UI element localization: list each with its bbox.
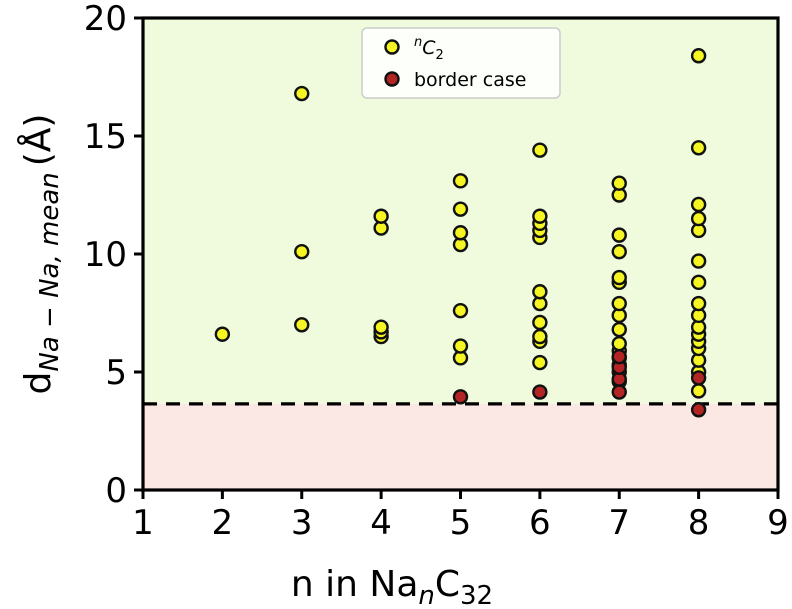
data-point-nc2 (690, 196, 707, 213)
data-point-nc2 (294, 317, 310, 333)
y-tick-label: 15 (84, 117, 127, 157)
data-point-nc2 (611, 269, 627, 286)
data-point-nc2 (532, 208, 548, 224)
x-tick-label: 4 (370, 503, 392, 543)
legend-marker-nc2 (384, 39, 400, 55)
data-point-border-case (611, 348, 627, 365)
x-tick-label: 3 (291, 503, 313, 543)
data-point-nc2 (690, 140, 707, 156)
x-axis-label: n in NanC32 (291, 564, 493, 609)
data-point-nc2 (690, 295, 707, 312)
x-tick-label: 8 (688, 503, 710, 543)
y-tick-label: 0 (105, 471, 127, 511)
region-below-threshold (143, 403, 778, 490)
data-point-nc2 (452, 201, 469, 217)
x-tick-label: 5 (450, 503, 472, 543)
data-point-nc2 (690, 48, 707, 64)
y-tick-label: 5 (105, 353, 127, 393)
data-point-nc2 (452, 338, 469, 354)
x-tick-label: 6 (529, 503, 551, 543)
legend-label-border-case: border case (414, 69, 526, 91)
data-point-nc2 (294, 85, 310, 102)
legend-marker-border-case (384, 71, 400, 87)
x-tick-label: 7 (608, 503, 630, 543)
data-point-nc2 (452, 173, 469, 189)
data-point-nc2 (611, 321, 627, 338)
data-point-nc2 (611, 175, 627, 191)
data-point-nc2 (611, 227, 627, 243)
data-point-border-case (611, 384, 627, 400)
data-point-nc2 (532, 284, 548, 300)
data-point-nc2 (452, 225, 469, 241)
data-point-nc2 (690, 210, 707, 227)
data-point-nc2 (611, 243, 627, 260)
x-tick-label: 9 (767, 503, 789, 543)
data-point-nc2 (532, 328, 548, 345)
data-point-nc2 (452, 302, 469, 319)
y-axis-label: dNa − Na, mean(Å) (16, 114, 65, 395)
legend-box (361, 27, 561, 99)
data-point-nc2 (294, 243, 310, 260)
legend-label-nc2: nC2 (414, 35, 444, 63)
data-point-nc2 (532, 142, 548, 158)
y-tick-label: 10 (84, 235, 127, 275)
x-tick-label: 1 (132, 503, 154, 543)
data-point-nc2 (214, 326, 231, 342)
x-tick-label: 2 (212, 503, 234, 543)
data-point-nc2 (532, 354, 548, 371)
data-point-nc2 (690, 253, 707, 269)
data-point-nc2 (611, 335, 627, 352)
data-point-border-case (690, 370, 707, 386)
data-point-nc2 (373, 319, 389, 335)
data-point-border-case (532, 384, 548, 400)
data-point-border-case (452, 389, 469, 405)
data-point-nc2 (611, 295, 627, 312)
y-tick-label: 20 (84, 0, 127, 39)
data-point-nc2 (373, 208, 389, 224)
data-point-nc2 (532, 314, 548, 331)
data-point-border-case (690, 402, 707, 418)
data-point-nc2 (690, 383, 707, 399)
data-point-nc2 (690, 274, 707, 291)
